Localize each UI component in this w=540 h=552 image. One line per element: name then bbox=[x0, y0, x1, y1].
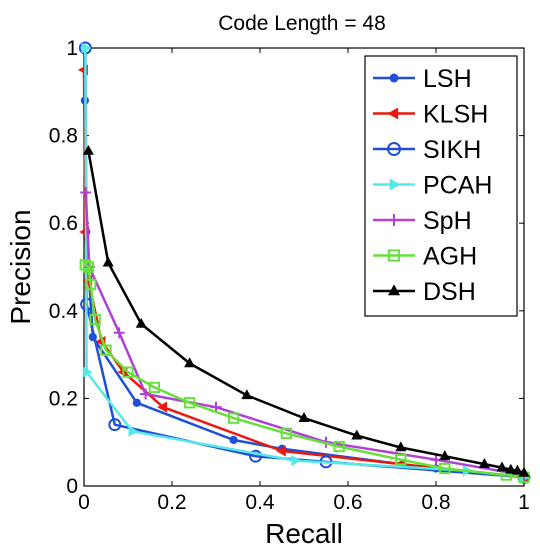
series-layer bbox=[77, 41, 531, 484]
legend-label-sph: SpH bbox=[423, 207, 472, 235]
data-point-pcah bbox=[128, 425, 139, 437]
data-point-dsh bbox=[505, 463, 517, 474]
x-axis-label: Recall bbox=[265, 518, 343, 549]
data-point-agh bbox=[82, 261, 95, 273]
legend-item-sph: SpH bbox=[373, 207, 472, 235]
legend-label-lsh: LSH bbox=[423, 65, 472, 93]
data-point-dsh bbox=[496, 461, 508, 472]
data-point-dsh bbox=[241, 389, 253, 400]
data-point-dsh bbox=[298, 412, 310, 422]
y-tick-label: 0 bbox=[66, 475, 78, 498]
legend: LSH KLSH SIKH PCAH SpH AGH DSH bbox=[364, 55, 518, 317]
data-point-agh bbox=[100, 344, 112, 356]
data-point-lsh bbox=[229, 435, 238, 445]
data-point-agh bbox=[227, 412, 240, 424]
data-point-dsh bbox=[102, 256, 114, 267]
axis-ticks: 0 0.2 0.4 0.6 0.8 1 0 0.2 0.4 0.6 0.8 1 bbox=[49, 37, 530, 514]
legend-item-agh: AGH bbox=[373, 243, 477, 271]
legend-label-dsh: DSH bbox=[423, 278, 476, 306]
data-point-pcah bbox=[81, 42, 92, 54]
data-point-dsh bbox=[351, 429, 363, 440]
y-tick-label: 0.4 bbox=[49, 300, 79, 323]
series-agh bbox=[79, 259, 530, 483]
x-tick-label: 0.2 bbox=[157, 491, 186, 514]
data-point-agh bbox=[333, 440, 345, 453]
legend-marker-lsh bbox=[389, 73, 399, 83]
y-tick-label: 0.6 bbox=[49, 212, 78, 235]
y-tick-label: 0.8 bbox=[49, 125, 78, 148]
series-line-sph bbox=[84, 192, 525, 477]
data-point-agh bbox=[148, 381, 161, 394]
data-point-dsh bbox=[439, 450, 451, 461]
data-point-agh bbox=[79, 259, 91, 271]
data-point-dsh bbox=[518, 466, 530, 477]
data-point-pcah bbox=[291, 455, 302, 467]
legend-marker-dsh bbox=[388, 284, 400, 296]
legend-label-sikh: SIKH bbox=[423, 136, 481, 164]
data-point-pcah bbox=[82, 366, 93, 378]
data-point-agh bbox=[439, 462, 451, 475]
legend-marker-agh bbox=[387, 249, 401, 262]
data-point-dsh bbox=[511, 464, 523, 475]
chart-title: Code Length = 48 bbox=[218, 12, 386, 35]
legend-marker-pcah bbox=[389, 178, 401, 191]
data-point-klsh bbox=[275, 445, 286, 457]
legend-label-pcah: PCAH bbox=[423, 172, 492, 200]
data-point-sph bbox=[113, 327, 125, 339]
x-tick-label: 0.8 bbox=[421, 491, 450, 514]
y-tick-label: 0.2 bbox=[49, 387, 78, 410]
data-point-agh bbox=[122, 366, 134, 378]
legend-item-sikh: SIKH bbox=[373, 136, 481, 164]
x-tick-label: 0.6 bbox=[333, 491, 362, 514]
data-point-sikh bbox=[249, 449, 263, 463]
data-point-agh bbox=[395, 454, 407, 466]
legend-marker-sph bbox=[388, 214, 400, 226]
data-point-klsh bbox=[157, 401, 168, 413]
legend-marker-klsh bbox=[387, 107, 399, 120]
legend-marker-sikh bbox=[387, 142, 401, 156]
legend-label-agh: AGH bbox=[423, 243, 477, 271]
data-point-sph bbox=[140, 388, 152, 400]
legend-item-pcah: PCAH bbox=[373, 172, 492, 200]
data-point-dsh bbox=[82, 144, 94, 155]
legend-item-klsh: KLSH bbox=[373, 101, 488, 129]
y-axis-label: Precision bbox=[5, 209, 36, 324]
series-line-agh bbox=[84, 263, 525, 479]
data-point-sph bbox=[80, 187, 92, 199]
x-tick-label: 0 bbox=[78, 491, 90, 514]
data-point-lsh bbox=[132, 398, 141, 407]
data-point-dsh bbox=[395, 441, 407, 452]
y-tick-label: 1 bbox=[66, 37, 78, 60]
data-point-agh bbox=[280, 427, 293, 440]
data-point-dsh bbox=[478, 458, 490, 468]
data-point-dsh bbox=[135, 317, 147, 328]
legend-item-lsh: LSH bbox=[373, 65, 472, 93]
legend-label-klsh: KLSH bbox=[423, 101, 488, 129]
series-dsh bbox=[82, 144, 530, 477]
legend-item-dsh: DSH bbox=[373, 278, 476, 306]
data-point-agh bbox=[183, 397, 196, 409]
x-tick-label: 0.4 bbox=[245, 491, 275, 514]
data-point-sikh bbox=[108, 418, 122, 432]
data-point-dsh bbox=[184, 357, 196, 368]
data-point-agh bbox=[84, 278, 97, 291]
x-tick-label: 1 bbox=[518, 491, 530, 514]
data-point-agh bbox=[89, 313, 101, 326]
